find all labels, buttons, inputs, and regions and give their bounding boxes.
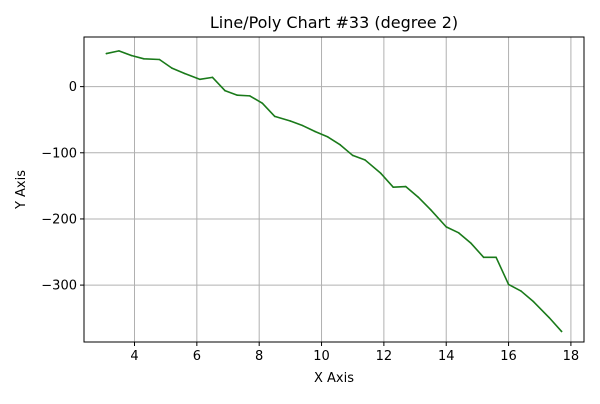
data-point [183, 72, 186, 75]
data-point [495, 256, 497, 259]
data-point [326, 136, 329, 138]
grid-layer [84, 37, 584, 342]
data-point [507, 283, 510, 286]
data-point [404, 185, 407, 188]
y-tick-label: −100 [41, 146, 77, 161]
data-point [236, 94, 239, 97]
data-point [548, 316, 550, 319]
data-point [445, 226, 448, 228]
data-point [560, 330, 563, 333]
data-point [158, 58, 161, 61]
data-point [532, 300, 535, 303]
y-tick-label: −300 [41, 279, 77, 294]
series-line [105, 50, 563, 333]
data-point [199, 78, 201, 81]
data-point [417, 196, 419, 198]
y-axis-label: Y Axis [14, 170, 29, 210]
data-point [470, 242, 472, 245]
chart-title: Line/Poly Chart #33 (degree 2) [210, 13, 458, 32]
data-point [143, 58, 145, 60]
data-point [379, 172, 382, 175]
data-point [289, 120, 292, 122]
data-point [314, 130, 317, 133]
data-point [520, 290, 522, 292]
ticks-layer: 4 6 8 10 12 14 16 18 0 −100 −200 −300 [41, 80, 579, 364]
data-point [118, 50, 120, 52]
y-tick-label: −200 [41, 212, 77, 227]
x-tick-label: 16 [500, 349, 517, 364]
y-tick-label: 0 [69, 80, 77, 95]
x-tick-label: 6 [193, 349, 201, 364]
x-tick-label: 14 [438, 349, 455, 364]
x-tick-label: 4 [130, 349, 138, 364]
data-point [429, 208, 432, 211]
x-tick-label: 8 [255, 349, 263, 364]
series-layer [105, 50, 563, 333]
data-point [105, 52, 108, 55]
data-point [211, 76, 214, 79]
plot-frame [83, 36, 585, 343]
data-point [392, 186, 395, 188]
x-tick-label: 10 [313, 349, 330, 364]
data-point [339, 144, 342, 146]
x-tick-label: 12 [376, 349, 393, 364]
data-point [171, 67, 173, 69]
data-point [457, 232, 460, 234]
data-point [130, 54, 133, 57]
data-point [302, 124, 304, 127]
data-point [224, 89, 226, 92]
data-point [273, 115, 276, 118]
data-point [249, 95, 251, 97]
x-axis-label: X Axis [314, 371, 354, 386]
data-point [482, 256, 485, 259]
data-point [261, 102, 264, 104]
data-point [364, 159, 366, 161]
x-tick-label: 18 [563, 349, 580, 364]
data-point [351, 154, 354, 157]
